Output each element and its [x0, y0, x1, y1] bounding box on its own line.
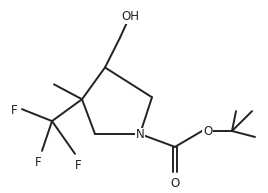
Text: OH: OH — [121, 10, 139, 23]
Text: O: O — [170, 177, 180, 190]
Text: F: F — [10, 104, 17, 117]
Text: O: O — [203, 124, 212, 137]
Text: F: F — [75, 159, 81, 172]
Text: N: N — [136, 129, 144, 141]
Text: F: F — [35, 156, 41, 169]
